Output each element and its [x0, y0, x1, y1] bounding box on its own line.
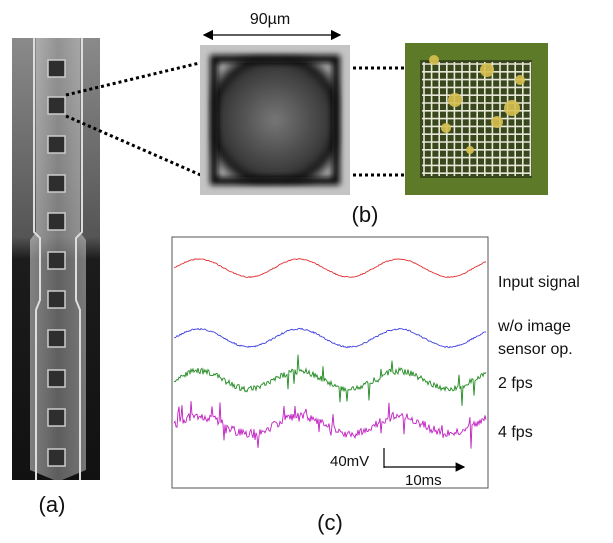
panel-label: (a) — [39, 492, 66, 517]
electrode — [48, 449, 65, 466]
electrode — [48, 60, 65, 77]
probe-image — [12, 38, 100, 480]
plot-frame — [172, 237, 488, 488]
trace-label: w/o image — [497, 318, 571, 335]
electrode — [48, 97, 65, 114]
time-label: 10ms — [405, 472, 442, 489]
electrode — [48, 136, 65, 153]
electrode — [48, 330, 65, 347]
trace-label: sensor op. — [498, 341, 573, 358]
sensor-photo — [405, 43, 548, 195]
electrode — [48, 213, 65, 230]
electrode — [48, 409, 65, 426]
voltage-label: 40mV — [330, 453, 369, 470]
electrode — [48, 370, 65, 387]
trace-label: Input signal — [498, 274, 580, 291]
figure: (a) 90µm (b) Input signal w/o image sens… — [0, 0, 613, 538]
scale-label: 90µm — [250, 11, 290, 28]
trace-label: 2 fps — [498, 375, 533, 392]
electrode — [48, 175, 65, 192]
panel-label: (c) — [317, 510, 343, 535]
trace-label: 4 fps — [498, 424, 533, 441]
electrode — [48, 252, 65, 269]
sensor-blur-image — [200, 45, 350, 195]
panel-label: (b) — [352, 202, 379, 227]
electrode — [48, 291, 65, 308]
